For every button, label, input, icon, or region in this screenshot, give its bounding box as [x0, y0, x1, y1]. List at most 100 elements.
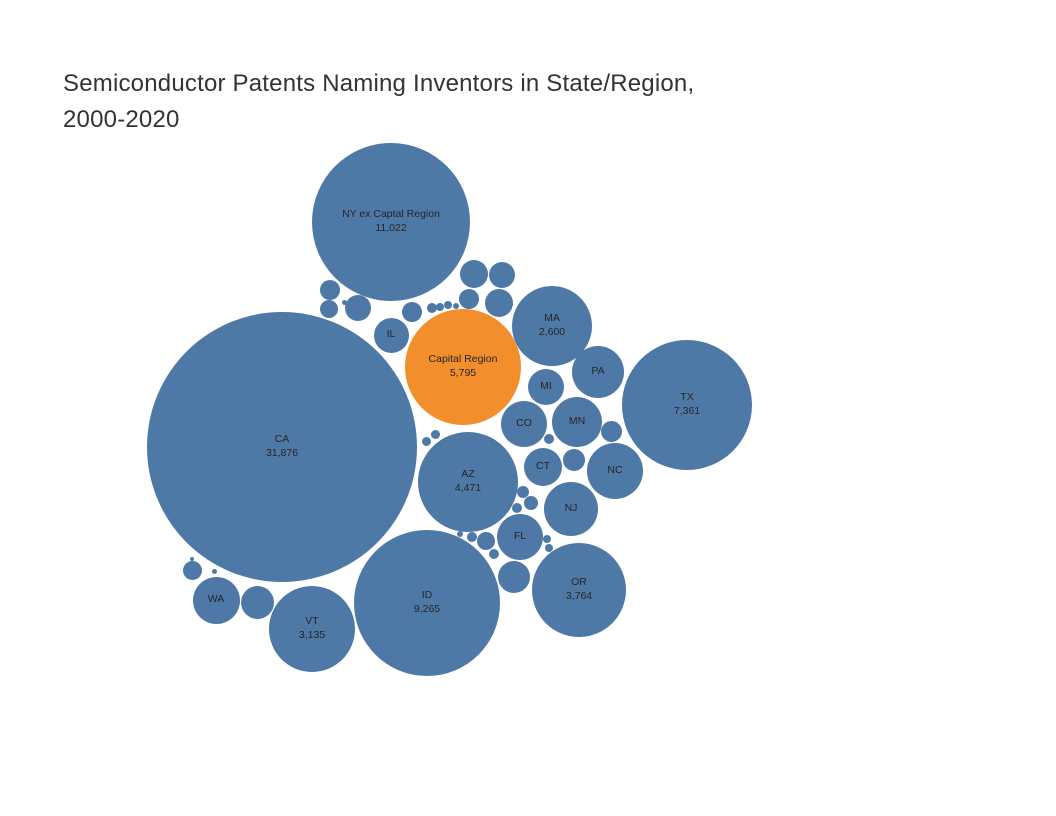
bubble-value: 3,135	[298, 629, 326, 641]
bubble-unlabeled[interactable]	[457, 531, 463, 537]
bubble-name: MN	[568, 415, 586, 428]
bubble-label: NY ex Captal Region 11,022	[342, 208, 440, 236]
bubble-label: CT	[536, 460, 550, 474]
bubble-name: CT	[536, 460, 550, 473]
bubble-fl[interactable]: FL	[497, 514, 543, 560]
bubble-az[interactable]: AZ 4,471	[418, 432, 518, 532]
bubble-label: IL	[387, 328, 396, 342]
chart-title-line1: Semiconductor Patents Naming Inventors i…	[63, 70, 695, 97]
bubble-label: ID 9,265	[414, 589, 440, 617]
bubble-unlabeled[interactable]	[524, 496, 538, 510]
bubble-label: MN	[569, 415, 585, 429]
bubble-unlabeled[interactable]	[543, 535, 551, 543]
bubble-unlabeled[interactable]	[545, 544, 553, 552]
bubble-name: IL	[386, 328, 396, 341]
bubble-label: Capital Region 5,795	[429, 353, 498, 381]
bubble-value: 2,600	[538, 326, 566, 338]
bubble-unlabeled[interactable]	[453, 303, 459, 309]
bubble-label: NC	[607, 464, 622, 478]
bubble-unlabeled[interactable]	[421, 436, 431, 446]
chart-title-line2: 2000-2020	[63, 106, 180, 133]
bubble-label: MI	[540, 380, 552, 394]
bubble-nc[interactable]: NC	[587, 443, 643, 499]
bubble-tx[interactable]: TX 7,361	[622, 340, 752, 470]
bubble-id[interactable]: ID 9,265	[354, 530, 500, 676]
bubble-label: CA 31,876	[266, 433, 298, 461]
bubble-unlabeled[interactable]	[459, 289, 479, 309]
bubble-mn[interactable]: MN	[552, 397, 602, 447]
bubble-name: TX	[680, 391, 694, 404]
bubble-name: Capital Region	[428, 353, 498, 366]
bubble-name: MA	[544, 312, 560, 325]
bubble-label: VT 3,135	[299, 615, 325, 643]
bubble-name: WA	[207, 593, 225, 606]
bubble-value: 5,795	[449, 367, 477, 379]
bubble-ct[interactable]: CT	[524, 448, 562, 486]
bubble-unlabeled[interactable]	[430, 429, 440, 439]
bubble-value: 4,471	[454, 482, 482, 494]
bubble-label: NJ	[565, 502, 578, 516]
bubble-name: FL	[513, 530, 527, 543]
bubble-unlabeled[interactable]	[320, 300, 338, 318]
bubble-unlabeled[interactable]	[211, 568, 217, 574]
bubble-unlabeled[interactable]	[485, 289, 513, 317]
bubble-unlabeled[interactable]	[563, 449, 585, 471]
bubble-wa[interactable]: WA	[192, 576, 240, 624]
bubble-value: 3,764	[565, 590, 593, 602]
bubble-name: NC	[607, 464, 623, 477]
bubble-nj[interactable]: NJ	[544, 482, 598, 536]
bubble-name: PA	[591, 365, 605, 378]
bubble-unlabeled[interactable]	[489, 549, 499, 559]
bubble-il[interactable]: IL	[373, 317, 409, 353]
bubble-name: MI	[540, 380, 552, 393]
bubble-unlabeled[interactable]	[341, 299, 347, 305]
bubble-unlabeled[interactable]	[436, 303, 444, 311]
bubble-unlabeled[interactable]	[345, 295, 371, 321]
bubble-value: 9,265	[413, 603, 441, 615]
bubble-name: NY ex Captal Region	[342, 208, 440, 221]
bubble-unlabeled[interactable]	[544, 434, 554, 444]
bubble-label: PA	[591, 365, 604, 379]
bubble-unlabeled[interactable]	[240, 585, 274, 619]
bubble-mi[interactable]: MI	[528, 369, 564, 405]
chart-title: Semiconductor Patents Naming Inventors i…	[63, 66, 694, 138]
bubble-label: WA	[208, 593, 225, 607]
bubble-value: 7,361	[673, 405, 701, 417]
bubble-ca[interactable]: CA 31,876	[147, 312, 417, 582]
bubble-co[interactable]: CO	[501, 401, 547, 447]
bubble-value: 11,022	[375, 222, 407, 234]
bubble-unlabeled[interactable]	[477, 532, 495, 550]
bubble-or[interactable]: OR 3,764	[532, 543, 626, 637]
bubble-label: CO	[516, 417, 532, 431]
bubble-unlabeled[interactable]	[427, 303, 437, 313]
bubble-unlabeled[interactable]	[182, 560, 202, 580]
bubble-unlabeled[interactable]	[467, 532, 477, 542]
bubble-name: CO	[516, 417, 532, 430]
bubble-unlabeled[interactable]	[320, 280, 340, 300]
bubble-pa[interactable]: PA	[572, 346, 624, 398]
bubble-vt[interactable]: VT 3,135	[269, 586, 355, 672]
bubble-name: CA	[274, 433, 290, 446]
bubble-name: OR	[571, 576, 587, 589]
bubble-label: MA 2,600	[539, 312, 565, 340]
bubble-unlabeled[interactable]	[402, 302, 422, 322]
bubble-unlabeled[interactable]	[517, 486, 529, 498]
bubble-label: FL	[514, 530, 526, 544]
bubble-unlabeled[interactable]	[460, 260, 488, 288]
bubble-label: TX 7,361	[674, 391, 700, 419]
bubble-value: 31,876	[265, 447, 299, 459]
bubble-label: OR 3,764	[566, 576, 592, 604]
bubble-capital-region[interactable]: Capital Region 5,795	[405, 309, 521, 425]
bubble-unlabeled[interactable]	[489, 262, 515, 288]
bubble-ny-ex-captal-region[interactable]: NY ex Captal Region 11,022	[312, 143, 470, 301]
bubble-unlabeled[interactable]	[190, 557, 194, 561]
bubble-unlabeled[interactable]	[498, 561, 530, 593]
bubble-unlabeled[interactable]	[444, 301, 452, 309]
bubble-name: ID	[421, 589, 433, 602]
bubble-name: NJ	[564, 502, 578, 515]
bubble-unlabeled[interactable]	[512, 503, 522, 513]
bubble-unlabeled[interactable]	[600, 420, 622, 442]
bubble-name: VT	[305, 615, 319, 628]
